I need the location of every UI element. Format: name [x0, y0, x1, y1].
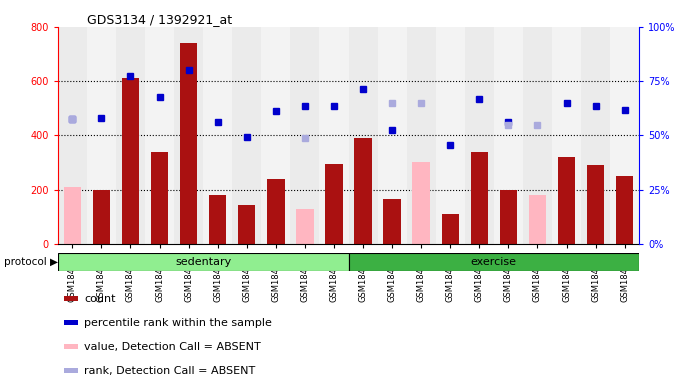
Bar — [348, 253, 639, 271]
Bar — [616, 176, 633, 244]
Bar — [471, 152, 488, 244]
Bar — [64, 368, 78, 373]
Bar — [64, 296, 78, 301]
Bar — [145, 27, 174, 244]
Bar — [116, 27, 145, 244]
Text: count: count — [84, 293, 116, 304]
Bar — [58, 253, 348, 271]
Bar — [413, 162, 430, 244]
Bar — [320, 27, 348, 244]
Text: sedentary: sedentary — [175, 257, 231, 267]
Bar — [267, 179, 284, 244]
Bar — [209, 195, 226, 244]
Bar — [122, 78, 139, 244]
Bar — [436, 27, 465, 244]
Text: GDS3134 / 1392921_at: GDS3134 / 1392921_at — [87, 13, 232, 26]
Bar — [552, 27, 581, 244]
Bar — [465, 27, 494, 244]
Bar — [529, 195, 546, 244]
Bar — [494, 27, 523, 244]
Text: rank, Detection Call = ABSENT: rank, Detection Call = ABSENT — [84, 366, 256, 376]
Bar — [64, 319, 78, 326]
Bar — [523, 27, 552, 244]
Bar — [296, 209, 313, 244]
Text: protocol ▶: protocol ▶ — [4, 257, 58, 267]
Text: exercise: exercise — [471, 257, 517, 267]
Bar — [58, 27, 87, 244]
Bar — [87, 27, 116, 244]
Bar — [64, 187, 81, 244]
Bar — [151, 152, 168, 244]
Bar — [174, 27, 203, 244]
Bar — [64, 344, 78, 349]
Bar — [232, 27, 261, 244]
Bar — [92, 190, 110, 244]
Bar — [384, 199, 401, 244]
Text: percentile rank within the sample: percentile rank within the sample — [84, 318, 272, 328]
Bar — [407, 27, 436, 244]
Bar — [377, 27, 407, 244]
Bar — [203, 27, 232, 244]
Bar — [610, 27, 639, 244]
Bar — [290, 27, 320, 244]
Text: value, Detection Call = ABSENT: value, Detection Call = ABSENT — [84, 341, 261, 352]
Bar — [325, 164, 343, 244]
Bar — [348, 27, 377, 244]
Bar — [558, 157, 575, 244]
Bar — [180, 43, 197, 244]
Bar — [354, 138, 372, 244]
Bar — [500, 190, 517, 244]
Bar — [581, 27, 610, 244]
Bar — [587, 165, 605, 244]
Bar — [441, 214, 459, 244]
Bar — [238, 205, 256, 244]
Bar — [261, 27, 290, 244]
